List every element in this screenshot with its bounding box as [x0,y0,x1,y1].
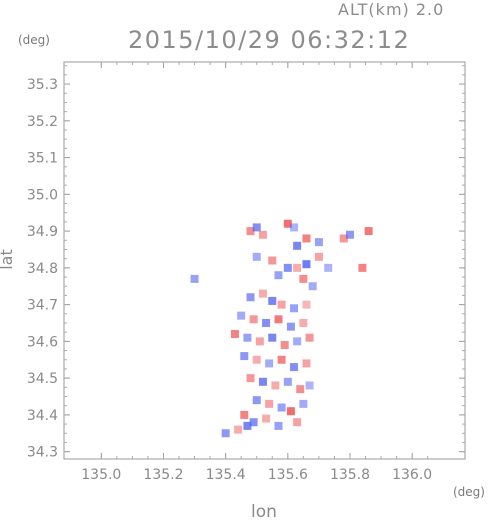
y-tick-label: 34.8 [27,261,58,277]
heatmap-cell [265,359,274,368]
heatmap-cell [283,263,292,272]
heatmap-cell [290,363,299,372]
x-tick-label: 136.0 [392,467,432,483]
y-tick-label: 34.5 [27,371,58,387]
heatmap-cell [302,300,311,309]
heatmap-cell [293,418,302,427]
heatmap-cell [299,399,308,408]
heatmap-cell [265,399,274,408]
heatmap-cell [221,429,230,438]
y-tick-label: 34.4 [27,408,58,424]
heatmap-cell [252,355,261,364]
x-axis-unit: (deg) [453,485,485,499]
heatmap-cell [364,227,373,236]
heatmap-cell [339,234,348,243]
heatmap-cell [274,315,283,324]
x-axis-label: lon [251,502,277,522]
heatmap-cell [302,359,311,368]
heatmap-cell [302,260,311,269]
heatmap-cell [293,337,302,346]
chart-title: 2015/10/29 06:32:12 [128,26,411,54]
heatmap-cell [234,425,243,434]
heatmap-cell [290,223,299,232]
heatmap-cell [262,318,271,327]
heatmap-cell [293,241,302,250]
y-tick-label: 35.2 [27,114,58,130]
y-axis-ticks: 34.3 34.4 34.5 34.6 34.7 34.8 34.9 35.0 35.1 35.2… [27,65,465,461]
heatmap-cell [277,355,286,364]
heatmap-cell [243,333,252,342]
heatmap-cell [243,421,252,430]
x-tick-label: 135.8 [330,467,370,483]
heatmap-cell [299,274,308,283]
heatmap-cell [246,227,255,236]
heatmap-cell [283,219,292,228]
heatmap-cell [240,352,249,361]
heatmap-cell [283,377,292,386]
heatmap-cell [252,223,261,232]
heatmap-cell [324,263,333,272]
x-tick-label: 135.0 [81,467,121,483]
heatmap-cell [246,374,255,383]
y-tick-label: 34.3 [27,445,58,461]
heatmap-cell [249,315,258,324]
heatmap-cell [308,282,317,291]
heatmap-cell [293,263,302,272]
heatmap-cell [240,410,249,419]
heatmap-cell [249,418,258,427]
heatmap-cell [314,238,323,247]
heatmap-cell [302,234,311,243]
heatmap-cell [230,330,239,339]
y-tick-label: 34.6 [27,334,58,350]
heatmap-cell [268,296,277,305]
x-tick-label: 135.4 [206,467,246,483]
y-tick-label: 35.3 [27,77,58,93]
data-cells [190,219,373,438]
heatmap-cell [299,318,308,327]
heatmap-cell [190,274,199,283]
heatmap-cell [286,322,295,331]
x-axis-ticks: 135.0 135.2 135.4 135.6 135.8 136.0 [81,62,432,483]
heatmap-cell [314,252,323,261]
heatmap-cell [277,300,286,309]
heatmap-cell [252,252,261,261]
heatmap-cell [280,341,289,350]
heatmap-cell [255,337,264,346]
heatmap-cell [268,333,277,342]
heatmap-cell [262,414,271,423]
y-tick-label: 35.1 [27,151,58,167]
heatmap-cell [271,381,280,390]
plot-frame [63,61,466,460]
heatmap-cell [268,256,277,265]
heatmap-cell [274,271,283,280]
heatmap-cell [305,333,314,342]
x-tick-label: 135.6 [268,467,308,483]
y-axis-unit: (deg) [18,33,50,47]
heatmap-cell [258,230,267,239]
heatmap-cell [246,293,255,302]
y-tick-label: 35.0 [27,187,58,203]
heatmap-cell [286,407,295,416]
heatmap-cell [290,304,299,313]
x-tick-label: 135.2 [143,467,183,483]
heatmap-cell [274,421,283,430]
heatmap-cell [258,377,267,386]
heatmap-cell [277,403,286,412]
heatmap-cell [296,385,305,394]
altitude-label: ALT(km) 2.0 [338,0,445,19]
y-tick-label: 34.9 [27,224,58,240]
heatmap-cell [252,396,261,405]
heatmap-cell [358,263,367,272]
heatmap-cell [305,381,314,390]
heatmap-cell [258,289,267,298]
y-tick-label: 34.7 [27,298,58,314]
heatmap-cell [345,230,354,239]
heatmap-cell [237,311,246,320]
